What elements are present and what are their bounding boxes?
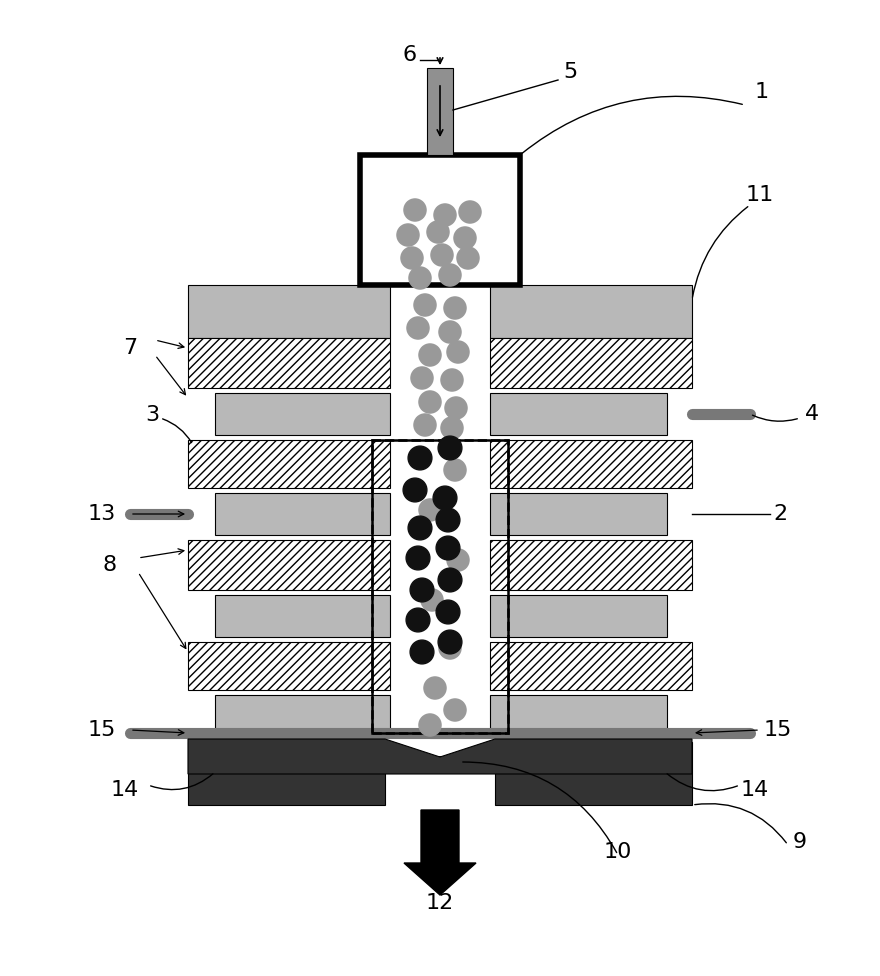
Circle shape xyxy=(439,637,461,659)
Circle shape xyxy=(419,499,441,521)
Text: 11: 11 xyxy=(746,185,774,205)
Bar xyxy=(372,440,508,733)
Bar xyxy=(188,338,390,388)
Circle shape xyxy=(431,244,453,266)
Text: 12: 12 xyxy=(426,893,454,913)
FancyArrow shape xyxy=(404,810,476,895)
Circle shape xyxy=(397,224,419,246)
Text: 8: 8 xyxy=(103,555,117,575)
Circle shape xyxy=(427,221,449,243)
Bar xyxy=(490,393,667,435)
Circle shape xyxy=(445,397,467,419)
Circle shape xyxy=(404,199,426,221)
Text: 15: 15 xyxy=(764,720,792,740)
Circle shape xyxy=(444,459,466,481)
Bar xyxy=(372,440,508,733)
Text: 15: 15 xyxy=(88,720,116,740)
Circle shape xyxy=(433,486,457,509)
Bar xyxy=(188,540,390,590)
Bar xyxy=(490,695,667,733)
Circle shape xyxy=(441,369,463,391)
Bar xyxy=(490,595,667,637)
Circle shape xyxy=(457,247,479,269)
Bar xyxy=(427,68,453,155)
Circle shape xyxy=(438,436,462,460)
Bar xyxy=(490,540,692,590)
Bar xyxy=(490,440,692,488)
Circle shape xyxy=(410,578,434,602)
Circle shape xyxy=(408,446,432,469)
Circle shape xyxy=(459,201,481,224)
Circle shape xyxy=(447,549,469,571)
Bar xyxy=(360,155,520,285)
Bar xyxy=(215,493,390,535)
Circle shape xyxy=(406,547,430,570)
Bar xyxy=(215,595,390,637)
Circle shape xyxy=(424,677,446,699)
Text: 4: 4 xyxy=(805,404,819,424)
Text: 14: 14 xyxy=(741,780,769,800)
Text: 9: 9 xyxy=(793,832,807,852)
Circle shape xyxy=(447,341,469,363)
Circle shape xyxy=(421,589,443,611)
Bar xyxy=(188,285,390,338)
Circle shape xyxy=(414,294,436,316)
Bar xyxy=(188,440,390,488)
Circle shape xyxy=(419,344,441,366)
Bar xyxy=(188,742,385,805)
Text: 13: 13 xyxy=(88,504,116,524)
Circle shape xyxy=(434,204,456,226)
Circle shape xyxy=(439,264,461,286)
Bar xyxy=(490,642,692,690)
Bar xyxy=(490,338,692,388)
Bar xyxy=(215,393,390,435)
Bar xyxy=(495,742,692,805)
Circle shape xyxy=(403,478,427,502)
Bar xyxy=(215,695,390,733)
Circle shape xyxy=(411,367,433,389)
Text: 2: 2 xyxy=(773,504,787,524)
Bar xyxy=(188,642,390,690)
Text: 14: 14 xyxy=(111,780,139,800)
Text: 5: 5 xyxy=(563,62,577,82)
Circle shape xyxy=(454,227,476,249)
Circle shape xyxy=(406,608,430,631)
Circle shape xyxy=(407,317,429,339)
Circle shape xyxy=(414,414,436,436)
Text: 10: 10 xyxy=(604,842,632,862)
Text: 3: 3 xyxy=(145,405,159,425)
Text: 6: 6 xyxy=(403,45,417,65)
Circle shape xyxy=(441,417,463,439)
Circle shape xyxy=(438,630,462,654)
Text: 7: 7 xyxy=(123,338,137,358)
Bar xyxy=(490,285,692,338)
Circle shape xyxy=(444,297,466,319)
Circle shape xyxy=(439,321,461,343)
Bar xyxy=(390,285,490,733)
Bar xyxy=(490,493,667,535)
Circle shape xyxy=(436,536,460,560)
Text: 1: 1 xyxy=(755,82,769,102)
Circle shape xyxy=(438,568,462,591)
Circle shape xyxy=(401,247,423,269)
Circle shape xyxy=(419,391,441,413)
Circle shape xyxy=(436,508,460,532)
Polygon shape xyxy=(188,739,692,774)
Circle shape xyxy=(408,516,432,540)
Circle shape xyxy=(410,640,434,664)
Circle shape xyxy=(436,600,460,624)
Circle shape xyxy=(444,699,466,721)
Circle shape xyxy=(409,267,431,289)
Circle shape xyxy=(419,714,441,736)
